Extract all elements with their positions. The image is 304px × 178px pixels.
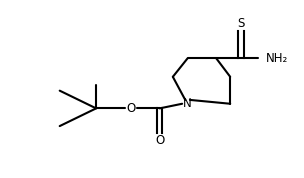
Text: O: O bbox=[126, 102, 136, 115]
Text: N: N bbox=[183, 97, 192, 110]
Text: NH₂: NH₂ bbox=[266, 52, 288, 65]
Text: O: O bbox=[155, 134, 164, 147]
Text: S: S bbox=[237, 17, 245, 30]
